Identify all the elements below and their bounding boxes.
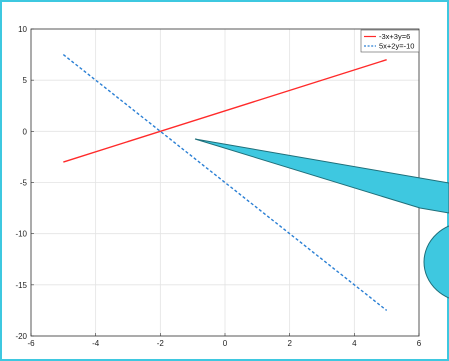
- callout-bubble: [423, 225, 449, 299]
- y-tick-label: 5: [23, 76, 28, 85]
- callout-pointer: [194, 138, 449, 214]
- x-tick-label: 0: [223, 339, 228, 348]
- y-tick-label: 0: [23, 127, 28, 136]
- y-tick-label: -20: [15, 332, 27, 341]
- legend-label-2: 5x+2y=-10: [379, 42, 414, 51]
- legend: -3x+3y=6 5x+2y=-10: [360, 29, 420, 53]
- x-tick-label: -2: [157, 339, 165, 348]
- x-tick-label: -4: [92, 339, 100, 348]
- x-tick-label: -6: [27, 339, 35, 348]
- y-tick-label: -10: [15, 230, 27, 239]
- x-tick-label: 2: [287, 339, 292, 348]
- y-tick-label: -15: [15, 281, 27, 290]
- series-layer: [62, 54, 388, 311]
- legend-label-1: -3x+3y=6: [379, 32, 410, 41]
- y-tick-label: -5: [20, 179, 28, 188]
- x-tick-label: 6: [417, 339, 422, 348]
- callout-annotation: [194, 138, 449, 299]
- series-line-2: [62, 54, 388, 311]
- y-tick-label: 10: [18, 25, 27, 34]
- series-line-1: [63, 59, 387, 163]
- x-tick-label: 4: [352, 339, 357, 348]
